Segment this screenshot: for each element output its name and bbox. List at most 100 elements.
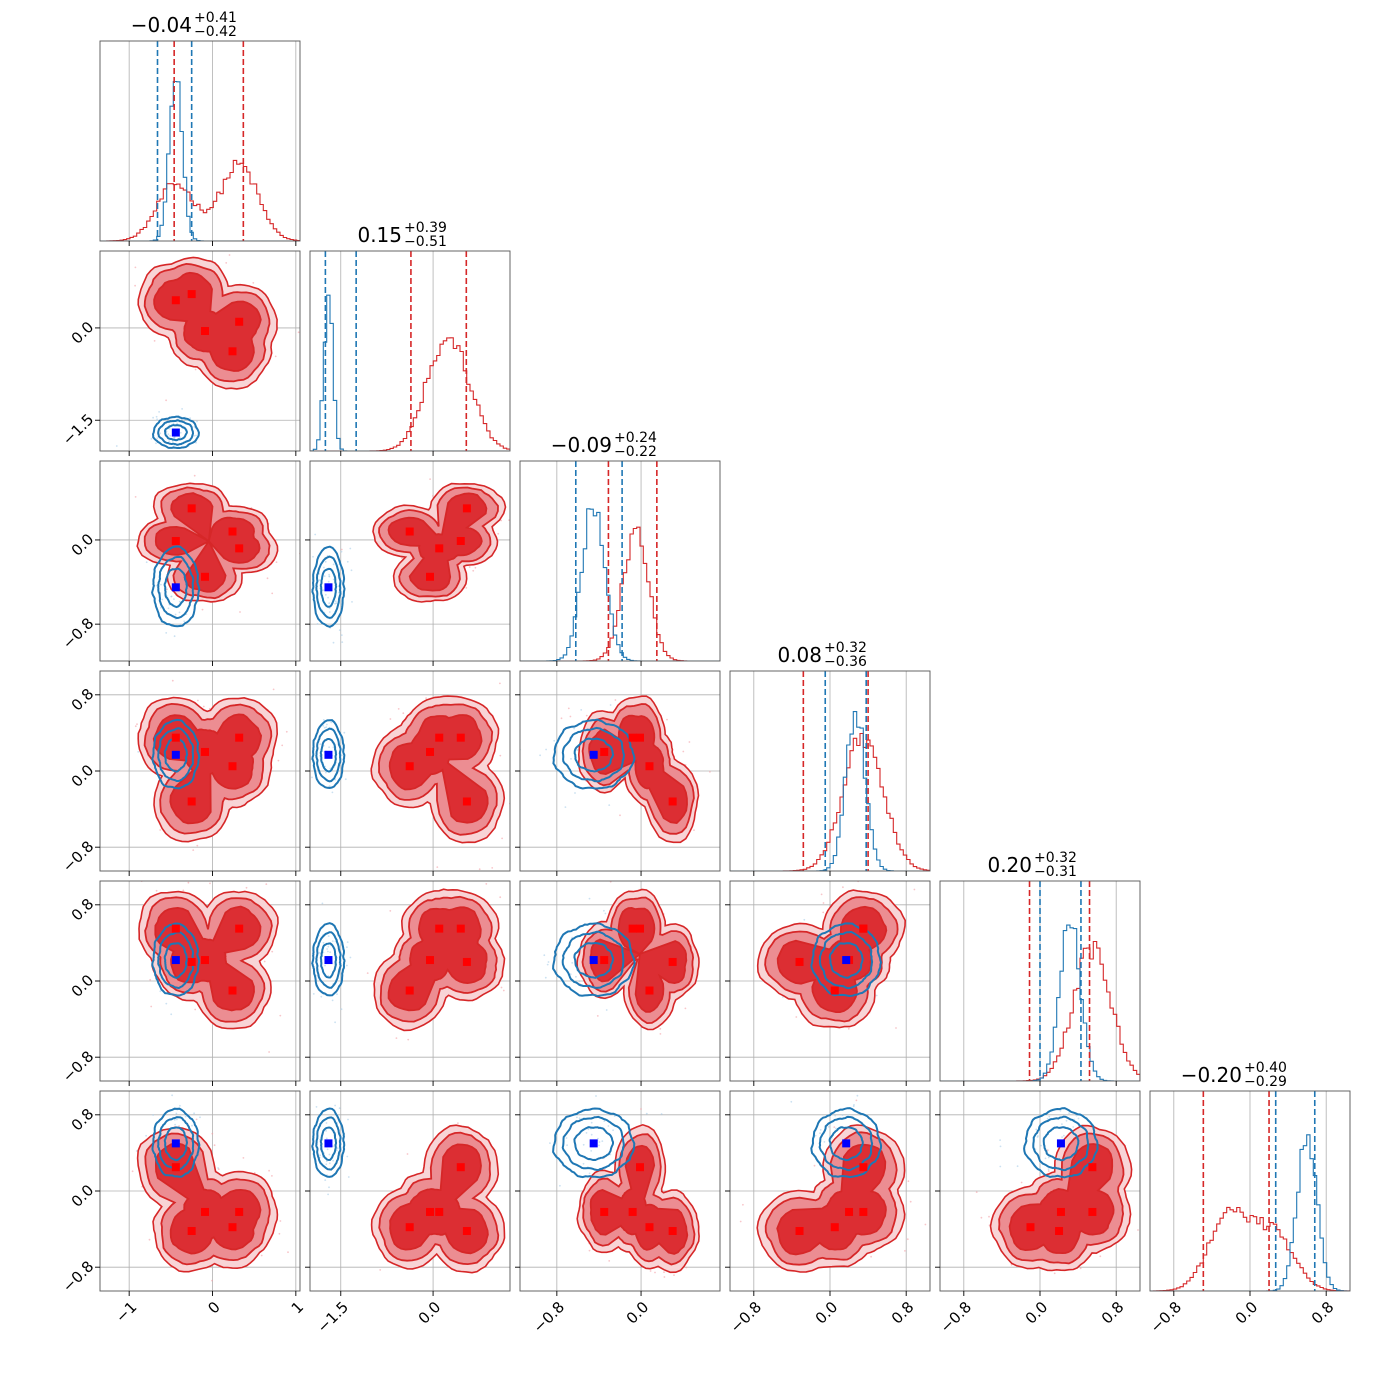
blue-sample-point — [819, 1129, 822, 1131]
red-mode-marker — [435, 544, 444, 553]
red-sample-point — [739, 1220, 742, 1223]
blue-sample-point — [1075, 1114, 1078, 1117]
y-tick-label: −0.8 — [59, 837, 97, 875]
x-tick-label: −0.8 — [530, 1298, 568, 1336]
red-mode-marker — [405, 986, 414, 995]
red-mode-marker — [405, 527, 414, 536]
blue-sample-point — [332, 641, 335, 644]
x-tick-label: 0.8 — [1098, 1298, 1128, 1328]
red-sample-point — [1047, 1170, 1050, 1172]
blue-sample-point — [341, 641, 344, 643]
y-tick-label: 0.0 — [68, 530, 98, 560]
blue-sample-point — [852, 1105, 855, 1108]
blue-sample-point — [173, 436, 176, 439]
red-sample-point — [499, 896, 502, 899]
red-mode-marker — [462, 504, 471, 513]
red-mode-marker — [426, 1207, 434, 1216]
red-sample-point — [149, 978, 152, 981]
blue-sample-point — [588, 1172, 591, 1175]
blue-sample-point — [325, 771, 327, 774]
red-sample-point — [401, 557, 403, 560]
red-sample-point — [527, 941, 529, 943]
panel-title-minus: −0.51 — [404, 234, 447, 250]
red-sample-point — [148, 1238, 151, 1241]
blue-sample-point — [173, 1119, 176, 1121]
blue-sample-point — [571, 962, 574, 964]
red-sample-point — [847, 1027, 850, 1030]
red-sample-point — [608, 1260, 611, 1262]
red-mode-marker — [636, 1163, 644, 1172]
red-sample-point — [340, 548, 343, 551]
blue-sample-point — [582, 1162, 585, 1165]
red-sample-point — [502, 989, 505, 992]
blue-truth-marker — [171, 956, 180, 965]
red-sample-point — [474, 566, 477, 569]
blue-sample-point — [544, 976, 547, 979]
red-mode-marker — [795, 1227, 804, 1235]
panel-3-5: −0.8 0.0 0.8 — [725, 1090, 931, 1336]
red-mode-marker — [462, 1227, 471, 1235]
red-sample-point — [596, 1015, 599, 1017]
red-mode-marker — [228, 347, 237, 356]
red-sample-point — [389, 910, 392, 912]
red-mode-marker — [645, 762, 654, 771]
blue-sample-point — [340, 634, 343, 636]
blue-sample-point — [325, 1137, 328, 1140]
blue-sample-point — [349, 547, 352, 550]
blue-sample-point — [322, 941, 325, 944]
panel-2-2: −0.09 +0.24−0.22 — [519, 430, 721, 666]
panel-0-5: −1 0 1 −0.8 0.0 0.8 — [59, 1090, 307, 1326]
blue-sample-point — [311, 776, 313, 779]
blue-sample-point — [337, 585, 340, 588]
blue-sample-point — [1047, 1168, 1050, 1170]
blue-truth-marker — [171, 583, 180, 592]
panel-3-3: 0.08 +0.32−0.36 — [729, 640, 931, 876]
blue-sample-point — [178, 611, 181, 614]
red-mode-marker — [201, 956, 209, 965]
blue-contour — [163, 942, 189, 979]
red-mode-marker — [668, 797, 677, 806]
panel-title-plus: +0.41 — [194, 10, 237, 26]
x-tick-label: 0.0 — [623, 1298, 653, 1328]
blue-sample-point — [1063, 1134, 1065, 1137]
blue-sample-point — [217, 1167, 220, 1169]
red-sample-point — [468, 566, 471, 568]
red-mode-marker — [187, 957, 196, 966]
blue-sample-point — [322, 719, 325, 721]
red-mode-marker — [201, 572, 209, 581]
blue-sample-point — [645, 1112, 648, 1115]
red-mode-marker — [235, 544, 244, 553]
panel-0-1: −1.5 0.0 — [59, 250, 301, 456]
red-sample-point — [500, 986, 503, 989]
red-sample-point — [366, 972, 369, 974]
blue-sample-point — [999, 1165, 1002, 1168]
red-sample-point — [673, 1274, 675, 1276]
red-sample-point — [155, 889, 158, 892]
blue-sample-point — [328, 785, 331, 787]
blue-sample-point — [191, 1124, 193, 1127]
red-sample-point — [457, 1122, 459, 1124]
red-sample-point — [560, 717, 563, 720]
blue-contour — [1042, 1126, 1080, 1162]
blue-sample-point — [195, 434, 197, 437]
red-sample-point — [252, 282, 255, 284]
blue-sample-point — [601, 1140, 604, 1142]
red-sample-point — [287, 1251, 289, 1254]
blue-sample-point — [539, 754, 541, 757]
blue-sample-point — [336, 1147, 339, 1150]
blue-contour — [163, 567, 188, 609]
red-sample-point — [406, 1153, 409, 1155]
red-sample-point — [242, 1157, 245, 1159]
red-sample-point — [663, 1271, 665, 1274]
red-sample-point — [485, 883, 488, 885]
red-sample-point — [666, 718, 668, 721]
panel-2-5: −0.8 0.0 — [515, 1090, 721, 1336]
blue-sample-point — [349, 956, 352, 959]
blue-sample-point — [847, 1114, 849, 1117]
red-mode-marker — [600, 747, 609, 756]
red-sample-point — [1046, 1149, 1049, 1152]
blue-contour — [561, 930, 625, 989]
red-sample-point — [472, 569, 475, 572]
blue-sample-point — [604, 912, 607, 915]
blue-sample-point — [814, 1134, 817, 1137]
